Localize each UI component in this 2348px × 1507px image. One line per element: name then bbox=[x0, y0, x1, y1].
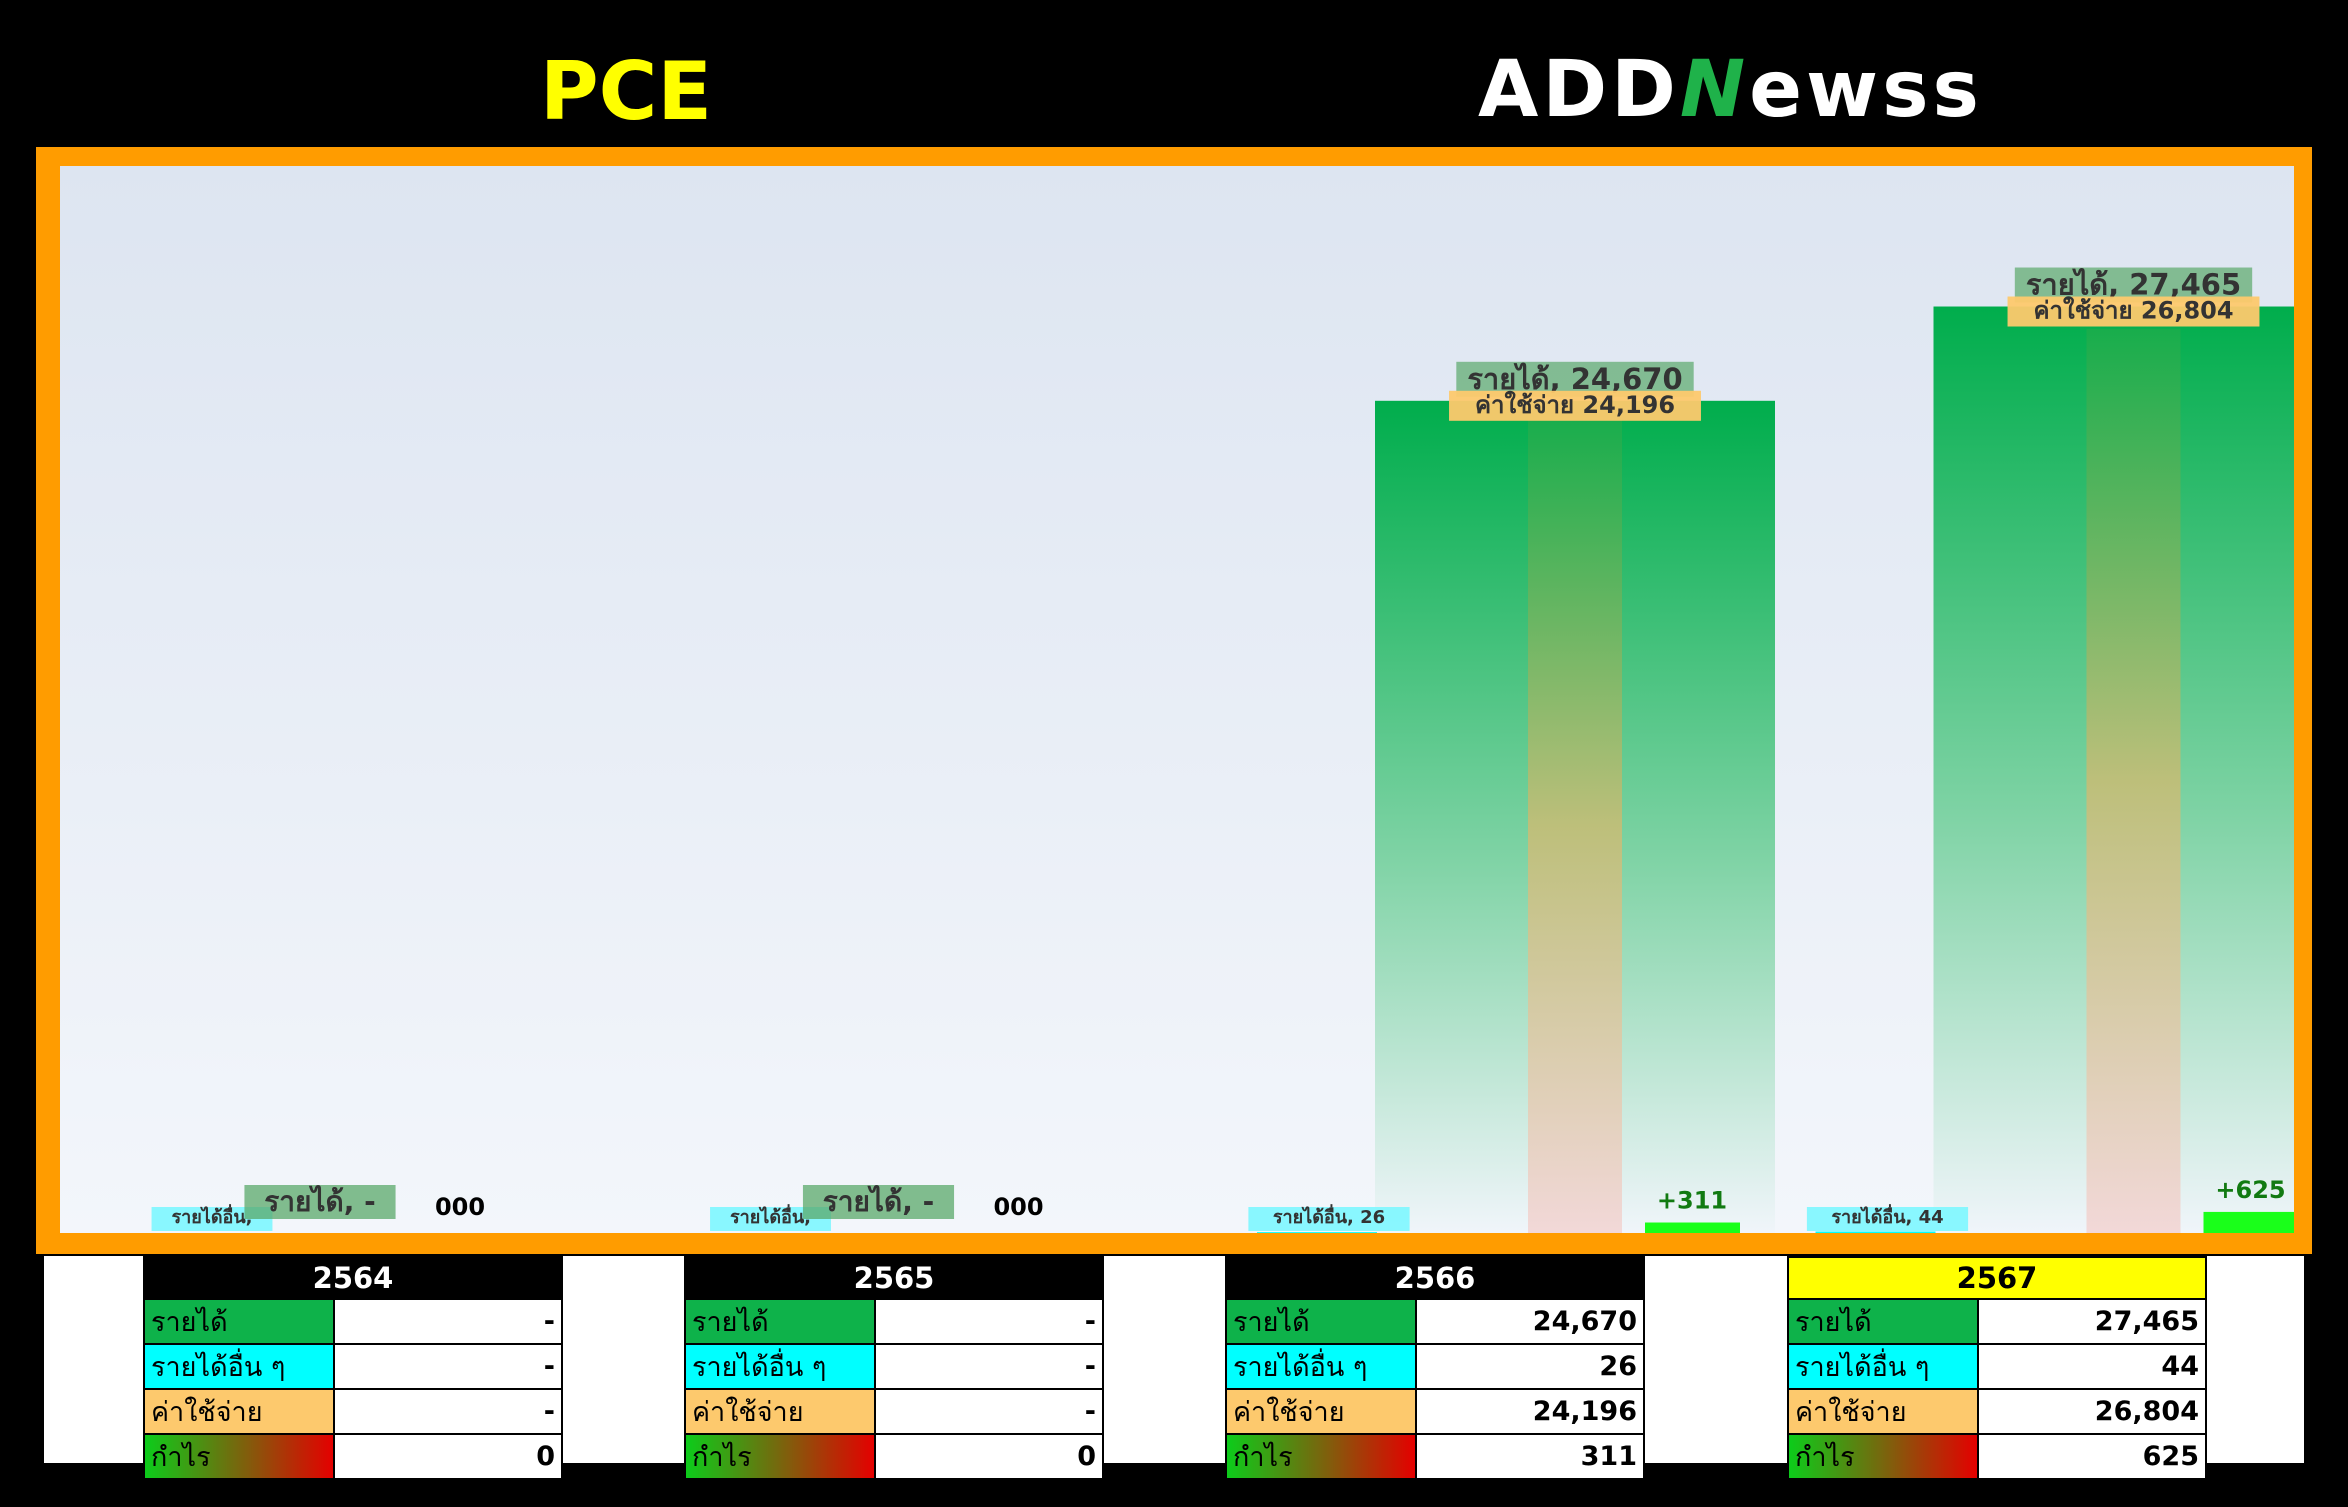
year-header: 2567 bbox=[1787, 1256, 2207, 1300]
year-header: 2566 bbox=[1225, 1256, 1645, 1300]
addnewss-logo: ADDNewss bbox=[1478, 40, 2058, 140]
profit-bar bbox=[2203, 1211, 2294, 1233]
bar-chart: รายได้อื่น, รายได้, - 000 รายได้อื่น, รายได้… bbox=[151, 267, 2294, 1233]
profit-label: กำไร bbox=[1787, 1433, 1979, 1480]
profit-data-label: +311 bbox=[1657, 1187, 1727, 1215]
profit-bar bbox=[1645, 1222, 1740, 1233]
year-table: 2565 รายได้ - รายได้อื่น ๆ- ค่าใช้จ่าย - ก… bbox=[684, 1256, 1104, 1480]
expense-data-label: ค่าใช้จ่าย 24,196 bbox=[1475, 390, 1675, 419]
plot-area: รายได้อื่น, รายได้, - 000 รายได้อื่น, รายได้… bbox=[60, 166, 2294, 1233]
profit-label: กำไร bbox=[1225, 1433, 1417, 1480]
profit-data-label: 000 bbox=[993, 1193, 1043, 1221]
income-label: รายได้ bbox=[143, 1298, 335, 1345]
income-value: - bbox=[874, 1298, 1104, 1345]
expense-label: ค่าใช้จ่าย bbox=[1787, 1388, 1979, 1435]
other-income-data-label: รายได้อื่น, bbox=[171, 1204, 252, 1228]
expense-value: - bbox=[874, 1388, 1104, 1435]
year-header: 2564 bbox=[143, 1256, 563, 1300]
income-value: - bbox=[333, 1298, 563, 1345]
expense-value: 24,196 bbox=[1415, 1388, 1645, 1435]
other-income-bar bbox=[1815, 1231, 1936, 1233]
year-table: 2566 รายได้ 24,670 รายได้อื่น ๆ 26 ค่าใช้จ… bbox=[1225, 1256, 1645, 1480]
year-table: 2564 รายได้ - รายได้อื่น ๆ- ค่าใช้จ่าย - ก… bbox=[143, 1256, 563, 1480]
expense-label: ค่าใช้จ่าย bbox=[684, 1388, 876, 1435]
expense-data-label-bg bbox=[1449, 390, 1701, 421]
other-income-label: รายได้อื่น ๆ bbox=[1225, 1343, 1417, 1390]
year-header: 2565 bbox=[684, 1256, 1104, 1300]
other-income-value: - bbox=[874, 1343, 1104, 1390]
profit-value: 625 bbox=[1977, 1433, 2207, 1480]
other-income-label: รายได้อื่น ๆ bbox=[1787, 1343, 1979, 1390]
expense-bar bbox=[1528, 416, 1622, 1233]
income-label: รายได้ bbox=[1787, 1298, 1979, 1345]
other-income-bar bbox=[1257, 1232, 1377, 1233]
profit-value: 311 bbox=[1415, 1433, 1645, 1480]
income-data-label: รายได้, 24,670 bbox=[1467, 362, 1682, 396]
logo-n: N bbox=[1679, 45, 1750, 135]
income-data-label: รายได้, - bbox=[823, 1185, 934, 1218]
expense-label: ค่าใช้จ่าย bbox=[1225, 1388, 1417, 1435]
income-data-label-bg bbox=[802, 1185, 955, 1219]
profit-value: 0 bbox=[333, 1433, 563, 1480]
income-data-label: รายได้, 27,465 bbox=[2026, 268, 2241, 302]
expense-value: 26,804 bbox=[1977, 1388, 2207, 1435]
profit-data-label: +625 bbox=[2215, 1176, 2285, 1204]
other-income-data-label: รายได้อื่น, bbox=[730, 1204, 811, 1228]
income-value: 27,465 bbox=[1977, 1298, 2207, 1345]
expense-label: ค่าใช้จ่าย bbox=[143, 1388, 335, 1435]
profit-label: กำไร bbox=[684, 1433, 876, 1480]
expense-data-label: ค่าใช้จ่าย 26,804 bbox=[2033, 296, 2233, 325]
profit-value: 0 bbox=[874, 1433, 1104, 1480]
income-data-label-bg bbox=[244, 1185, 396, 1219]
expense-value: - bbox=[333, 1388, 563, 1435]
other-income-data-label-bg bbox=[1248, 1207, 1410, 1231]
other-income-value: - bbox=[333, 1343, 563, 1390]
other-income-data-label: รายได้อื่น, 26 bbox=[1273, 1204, 1385, 1228]
income-label: รายได้ bbox=[1225, 1298, 1417, 1345]
expense-bar bbox=[2086, 328, 2181, 1233]
other-income-value: 26 bbox=[1415, 1343, 1645, 1390]
logo-suffix: ewss bbox=[1749, 45, 1983, 135]
income-value: 24,670 bbox=[1415, 1298, 1645, 1345]
other-income-value: 44 bbox=[1977, 1343, 2207, 1390]
income-label: รายได้ bbox=[684, 1298, 876, 1345]
other-income-data-label-bg bbox=[1806, 1207, 1969, 1231]
year-table-highlighted: 2567 รายได้ 27,465 รายได้อื่น ๆ 44 ค่าใช้จ… bbox=[1787, 1256, 2207, 1480]
other-income-label: รายได้อื่น ๆ bbox=[684, 1343, 876, 1390]
income-data-label: รายได้, - bbox=[264, 1185, 375, 1218]
page-title: PCE bbox=[540, 45, 712, 138]
logo-prefix: ADD bbox=[1478, 45, 1680, 135]
expense-data-label-bg bbox=[2007, 296, 2260, 327]
other-income-label: รายได้อื่น ๆ bbox=[143, 1343, 335, 1390]
profit-label: กำไร bbox=[143, 1433, 335, 1480]
profit-data-label: 000 bbox=[435, 1193, 485, 1221]
other-income-data-label: รายได้อื่น, 44 bbox=[1831, 1204, 1943, 1228]
